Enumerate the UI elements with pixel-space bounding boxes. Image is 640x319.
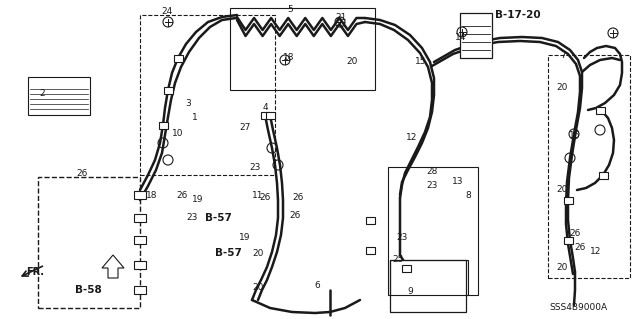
Text: B-17-20: B-17-20: [495, 10, 541, 20]
Bar: [163, 86, 173, 93]
Text: 1: 1: [192, 114, 198, 122]
Bar: [563, 236, 573, 243]
Bar: [460, 13, 492, 58]
Text: 26: 26: [289, 211, 301, 219]
Text: 28: 28: [426, 167, 438, 176]
Polygon shape: [102, 255, 124, 278]
Text: 23: 23: [250, 164, 260, 173]
Text: 19: 19: [239, 234, 251, 242]
Text: 26: 26: [76, 168, 88, 177]
Text: FR.: FR.: [26, 267, 44, 277]
Bar: [173, 55, 182, 62]
Bar: [140, 15, 275, 175]
Text: B-57: B-57: [205, 213, 232, 223]
Bar: [40, 179, 138, 306]
Text: 9: 9: [407, 287, 413, 296]
Text: B-58: B-58: [75, 285, 101, 295]
Bar: [38, 177, 140, 308]
Text: 20: 20: [346, 57, 358, 66]
Text: 16: 16: [569, 130, 580, 139]
Text: 12: 12: [590, 248, 602, 256]
Bar: [260, 112, 269, 118]
Text: 23: 23: [426, 181, 438, 189]
Bar: [595, 107, 605, 114]
Bar: [28, 77, 90, 115]
Bar: [266, 112, 275, 118]
Bar: [365, 247, 374, 254]
Text: 14: 14: [455, 33, 467, 42]
Text: 4: 4: [262, 103, 268, 113]
Bar: [401, 264, 410, 271]
Text: 20: 20: [556, 83, 568, 92]
Bar: [134, 191, 146, 199]
Text: SSS4B9000A: SSS4B9000A: [549, 303, 607, 313]
Text: 20: 20: [252, 249, 264, 257]
Text: 18: 18: [147, 190, 157, 199]
Text: 19: 19: [192, 196, 204, 204]
Text: 10: 10: [172, 129, 184, 137]
Text: 18: 18: [284, 54, 295, 63]
Text: 26: 26: [570, 228, 580, 238]
Text: 26: 26: [176, 190, 188, 199]
Text: 15: 15: [415, 57, 427, 66]
Text: 20: 20: [252, 284, 264, 293]
Text: 2: 2: [39, 88, 45, 98]
Text: 26: 26: [259, 194, 271, 203]
Bar: [390, 260, 468, 295]
Bar: [134, 214, 146, 222]
Text: 20: 20: [556, 263, 568, 272]
Bar: [159, 122, 168, 129]
Bar: [390, 260, 466, 312]
Bar: [388, 167, 478, 295]
Bar: [548, 55, 630, 278]
Text: 20: 20: [556, 186, 568, 195]
Text: 7: 7: [560, 50, 566, 60]
Text: 26: 26: [292, 194, 304, 203]
Text: B-57: B-57: [215, 248, 242, 258]
Text: 12: 12: [406, 133, 418, 143]
Text: 13: 13: [452, 177, 464, 187]
Bar: [134, 236, 146, 244]
Bar: [134, 261, 146, 269]
Text: 21: 21: [335, 13, 347, 23]
Bar: [365, 217, 374, 224]
Text: 3: 3: [185, 99, 191, 108]
Text: 11: 11: [252, 190, 264, 199]
Bar: [598, 172, 607, 179]
Bar: [230, 8, 375, 90]
Text: 26: 26: [574, 243, 586, 253]
Text: 23: 23: [186, 213, 198, 222]
Bar: [134, 286, 146, 294]
Text: 25: 25: [392, 256, 404, 264]
Bar: [563, 197, 573, 204]
Text: 24: 24: [161, 8, 173, 17]
Text: 6: 6: [314, 280, 320, 290]
Text: 23: 23: [396, 233, 408, 241]
Text: 27: 27: [239, 123, 251, 132]
Text: 5: 5: [287, 4, 293, 13]
Text: 8: 8: [465, 191, 471, 201]
